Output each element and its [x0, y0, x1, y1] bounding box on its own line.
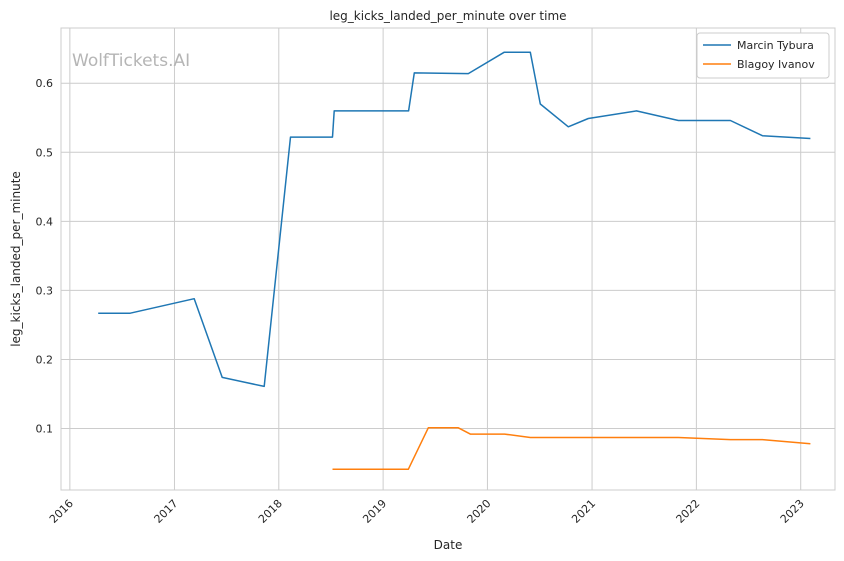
grid-lines — [61, 28, 835, 490]
y-tick-label: 0.4 — [36, 215, 54, 228]
x-tick-label: 2021 — [569, 497, 598, 526]
y-tick-label: 0.3 — [36, 284, 54, 297]
x-tick-label: 2023 — [778, 497, 807, 526]
plot-area — [60, 27, 836, 491]
y-tick-label: 0.1 — [36, 423, 54, 436]
series-line-marcin-tybura — [98, 51, 811, 388]
legend: Marcin Tybura Blagoy Ivanov — [696, 32, 830, 79]
x-tick-labels: 2016 2017 2018 2019 2020 2021 2022 2023 — [47, 497, 807, 526]
x-tick-label: 2016 — [47, 497, 76, 526]
x-tick-label: 2022 — [674, 497, 703, 526]
y-tick-label: 0.6 — [36, 77, 54, 90]
chart-title: leg_kicks_landed_per_minute over time — [329, 9, 566, 23]
x-tick-label: 2018 — [256, 497, 285, 526]
x-axis-label: Date — [434, 538, 463, 552]
y-axis-label: leg_kicks_landed_per_minute — [9, 171, 23, 347]
legend-label-blagoy-ivanov: Blagoy Ivanov — [737, 58, 815, 71]
x-tick-label: 2020 — [465, 497, 494, 526]
series-line-blagoy-ivanov — [332, 427, 811, 471]
watermark: WolfTickets.AI — [72, 51, 190, 71]
y-tick-label: 0.5 — [36, 146, 54, 159]
legend-label-marcin-tybura: Marcin Tybura — [737, 39, 814, 52]
x-tick-label: 2017 — [152, 497, 181, 526]
x-tick-label: 2019 — [360, 497, 389, 526]
y-tick-labels: 0.1 0.2 0.3 0.4 0.5 0.6 — [36, 77, 54, 435]
y-tick-label: 0.2 — [36, 353, 54, 366]
series-layer — [98, 51, 811, 471]
